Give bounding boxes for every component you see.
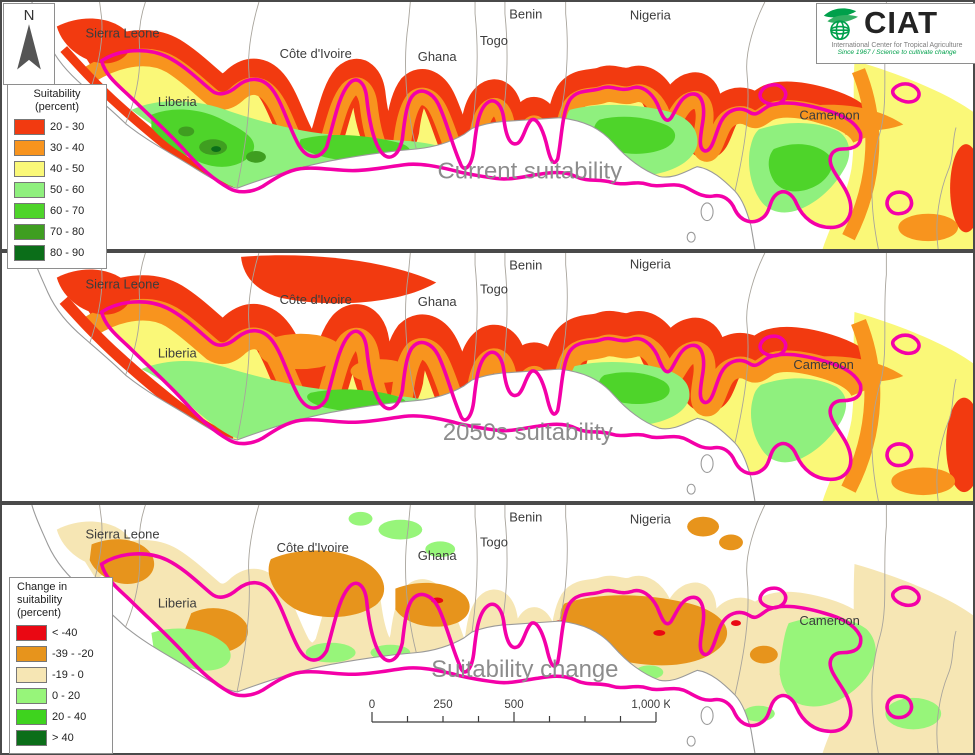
ciat-logo-box: CIAT International Center for Tropical A… — [816, 3, 975, 64]
legend-swatch — [14, 182, 45, 198]
legend-swatch — [16, 646, 47, 662]
map-panel-suitability-change: Sierra Leone Liberia Côte d'Ivoire Ghana… — [0, 503, 975, 755]
country-label-ghana: Ghana — [418, 294, 458, 309]
ciat-logo-text: CIAT — [864, 5, 939, 40]
scale-bar: 0 250 500 1,000 Km — [366, 698, 681, 728]
legend-label: > 40 — [52, 732, 74, 744]
country-label-liberia: Liberia — [158, 94, 198, 109]
map-current-suitability: Sierra Leone Liberia Côte d'Ivoire Ghana… — [2, 2, 973, 249]
country-label-togo: Togo — [480, 33, 508, 48]
scale-bar-graphic: 0 250 500 1,000 Km — [369, 699, 681, 723]
legend-swatch — [14, 119, 45, 135]
legend-swatch — [16, 730, 47, 746]
legend-swatch — [14, 161, 45, 177]
scale-label-250: 250 — [433, 699, 452, 711]
country-label-benin: Benin — [509, 7, 542, 22]
country-label-togo: Togo — [480, 281, 508, 296]
legend-swatch — [16, 625, 47, 641]
ciat-emblem-icon — [823, 8, 858, 41]
country-label-benin: Benin — [509, 258, 542, 273]
legend-item: 0 - 20 — [16, 688, 108, 704]
ciat-tagline: Since 1967 / Science to cultivate change — [837, 49, 957, 56]
legend-suitability: Suitability (percent) 20 - 30 30 - 40 40… — [7, 84, 107, 269]
country-label-cote-divoire: Côte d'Ivoire — [277, 540, 349, 555]
legend-label: -39 - -20 — [52, 648, 94, 660]
country-label-sierra-leone: Sierra Leone — [85, 25, 159, 40]
country-label-nigeria: Nigeria — [630, 512, 672, 527]
scale-label-500: 500 — [504, 699, 523, 711]
legend-label: < -40 — [52, 627, 78, 639]
legend-item: 50 - 60 — [14, 182, 102, 198]
legend-label: 0 - 20 — [52, 690, 81, 702]
legend-label: 80 - 90 — [50, 247, 85, 259]
legend-item: 30 - 40 — [14, 140, 102, 156]
scale-label-0: 0 — [369, 699, 375, 711]
map-panel-2050s-suitability: Sierra Leone Liberia Côte d'Ivoire Ghana… — [0, 251, 975, 503]
legend-suitability-title: Suitability (percent) — [33, 88, 81, 113]
legend-item: > 40 — [16, 730, 108, 746]
country-label-liberia: Liberia — [158, 595, 198, 610]
country-label-cameroon: Cameroon — [799, 613, 859, 628]
panel-title-current: Current suitability — [438, 159, 623, 185]
country-label-cote-divoire: Côte d'Ivoire — [280, 292, 352, 307]
legend-label: 40 - 50 — [50, 163, 85, 175]
legend-item: 20 - 30 — [14, 119, 102, 135]
country-label-liberia: Liberia — [158, 345, 198, 360]
legend-change: Change in suitability (percent) < -40 -3… — [9, 577, 113, 754]
north-label: N — [23, 7, 35, 24]
legend-item: 80 - 90 — [14, 245, 102, 261]
legend-label: 70 - 80 — [50, 226, 85, 238]
country-label-cote-divoire: Côte d'Ivoire — [280, 46, 352, 61]
country-label-benin: Benin — [509, 510, 542, 525]
country-label-togo: Togo — [480, 534, 508, 549]
country-label-ghana: Ghana — [418, 548, 458, 563]
scale-label-1000km: 1,000 Km — [631, 699, 670, 711]
north-arrow-box: N — [3, 3, 55, 85]
legend-swatch — [16, 688, 47, 704]
legend-swatch — [14, 245, 45, 261]
panel-title-change: Suitability change — [431, 656, 618, 683]
legend-swatch — [14, 140, 45, 156]
country-label-ghana: Ghana — [418, 49, 458, 64]
legend-item: -19 - 0 — [16, 667, 108, 683]
legend-label: -19 - 0 — [52, 669, 84, 681]
ciat-subtitle: International Center for Tropical Agricu… — [831, 42, 963, 49]
legend-label: 20 - 30 — [50, 121, 85, 133]
country-label-sierra-leone: Sierra Leone — [85, 277, 159, 292]
country-label-cameroon: Cameroon — [799, 108, 859, 123]
legend-label: 20 - 40 — [52, 711, 87, 723]
panel-title-2050s: 2050s suitability — [443, 419, 613, 446]
legend-label: 60 - 70 — [50, 205, 85, 217]
country-label-cameroon: Cameroon — [793, 357, 853, 372]
legend-label: 50 - 60 — [50, 184, 85, 196]
legend-swatch — [14, 224, 45, 240]
country-label-nigeria: Nigeria — [630, 257, 672, 272]
legend-item: 20 - 40 — [16, 709, 108, 725]
map-panel-current-suitability: Sierra Leone Liberia Côte d'Ivoire Ghana… — [0, 0, 975, 251]
legend-label: 30 - 40 — [50, 142, 85, 154]
legend-swatch — [16, 667, 47, 683]
map-suitability-change: Sierra Leone Liberia Côte d'Ivoire Ghana… — [2, 505, 973, 753]
north-arrow-icon — [17, 24, 41, 70]
legend-item: -39 - -20 — [16, 646, 108, 662]
legend-swatch — [16, 709, 47, 725]
country-label-nigeria: Nigeria — [630, 8, 672, 23]
legend-swatch — [14, 203, 45, 219]
legend-item: 70 - 80 — [14, 224, 102, 240]
legend-change-title: Change in suitability (percent) — [17, 581, 68, 619]
country-label-sierra-leone: Sierra Leone — [85, 527, 159, 542]
legend-item: < -40 — [16, 625, 108, 641]
map-2050s-suitability: Sierra Leone Liberia Côte d'Ivoire Ghana… — [2, 253, 973, 501]
legend-item: 40 - 50 — [14, 161, 102, 177]
legend-item: 60 - 70 — [14, 203, 102, 219]
